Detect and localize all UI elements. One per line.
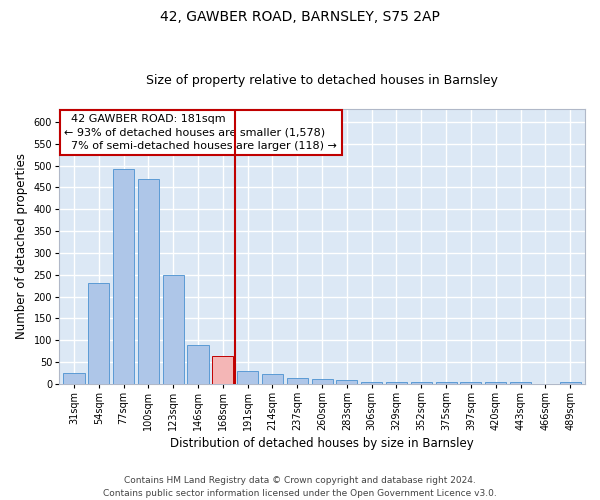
Bar [411,382,432,384]
Bar [361,382,382,384]
Text: 42 GAWBER ROAD: 181sqm
← 93% of detached houses are smaller (1,578)
  7% of semi: 42 GAWBER ROAD: 181sqm ← 93% of detached… [64,114,337,151]
Title: Size of property relative to detached houses in Barnsley: Size of property relative to detached ho… [146,74,498,87]
Bar [560,382,581,384]
Bar [138,179,159,384]
Y-axis label: Number of detached properties: Number of detached properties [15,154,28,340]
Bar [460,382,481,384]
Bar [337,380,358,384]
Bar [88,282,109,384]
Bar [64,373,85,384]
Text: 42, GAWBER ROAD, BARNSLEY, S75 2AP: 42, GAWBER ROAD, BARNSLEY, S75 2AP [160,10,440,24]
Bar [212,356,233,384]
Bar [287,378,308,384]
Bar [163,274,184,384]
Bar [237,370,258,384]
Bar [311,378,332,384]
Text: Contains HM Land Registry data © Crown copyright and database right 2024.
Contai: Contains HM Land Registry data © Crown c… [103,476,497,498]
X-axis label: Distribution of detached houses by size in Barnsley: Distribution of detached houses by size … [170,437,474,450]
Bar [386,382,407,384]
Bar [510,382,531,384]
Bar [113,169,134,384]
Bar [262,374,283,384]
Bar [187,346,209,384]
Bar [436,382,457,384]
Bar [485,382,506,384]
